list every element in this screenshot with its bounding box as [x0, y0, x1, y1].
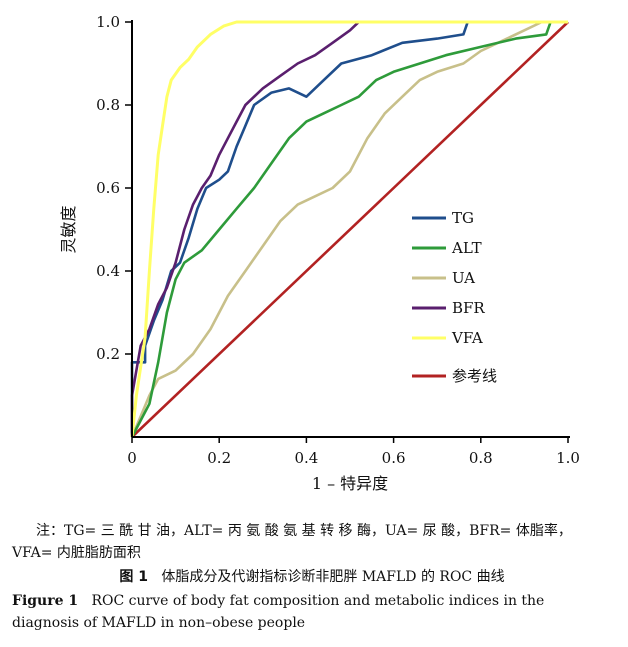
x-tick-label: 1.0: [556, 449, 580, 467]
x-tick-label: 0.4: [294, 449, 318, 467]
legend-label-参考线: 参考线: [452, 367, 497, 385]
legend-label-TG: TG: [452, 209, 474, 227]
roc-chart: 0.2 0.4 0.6 0.8 1.0 0 0.2 0.4 0.6 0.8 1.0 1 – 特异度 灵敏…: [59, 13, 580, 493]
y-tick-label: 0.8: [96, 96, 120, 114]
x-axis-title: 1 – 特异度: [312, 474, 388, 493]
series-line-参考线: [131, 21, 569, 438]
y-axis-title: 灵敏度: [59, 205, 78, 253]
series-line-BFR: [130, 20, 568, 437]
y-tick-label: 0.6: [96, 179, 120, 197]
series-line-UA: [130, 20, 568, 438]
figure-label-zh: 图 1: [119, 569, 149, 585]
figure-title-zh-text: 体脂成分及代谢指标诊断非肥胖 MAFLD 的 ROC 曲线: [161, 569, 505, 585]
axes: 0.2 0.4 0.6 0.8 1.0 0 0.2 0.4 0.6 0.8 1.0 1 – 特异度 灵敏…: [59, 13, 580, 493]
y-tick-label: 0.2: [96, 345, 120, 363]
x-tick-label: 0.2: [207, 449, 231, 467]
figure-label-en: Figure 1: [12, 593, 79, 609]
x-tick-label: 0.8: [469, 449, 493, 467]
legend: TG ALT UA BFR VFA 参考线: [412, 209, 497, 385]
legend-label-VFA: VFA: [451, 329, 483, 347]
y-tick-label: 1.0: [96, 13, 120, 31]
x-tick-label: 0: [127, 449, 137, 467]
legend-label-BFR: BFR: [452, 299, 485, 317]
series-line-TG: [130, 20, 568, 437]
plot-area: [130, 20, 569, 438]
legend-label-ALT: ALT: [451, 239, 482, 257]
series-line-ALT: [130, 20, 568, 438]
y-tick-label: 0.4: [96, 262, 120, 280]
figure-note: 注：TG= 三 酰 甘 油，ALT= 丙 氨 酸 氨 基 转 移 酶，UA= 尿…: [12, 523, 572, 561]
x-tick-label: 0.6: [382, 449, 406, 467]
series-line-VFA: [130, 20, 568, 438]
figure-title-zh: 图 1 体脂成分及代谢指标诊断非肥胖 MAFLD 的 ROC 曲线: [12, 566, 612, 588]
figure-title-en: Figure 1 ROC curve of body fat compositi…: [12, 590, 612, 634]
figure-title-en-text: ROC curve of body fat composition and me…: [12, 593, 545, 631]
legend-label-UA: UA: [452, 269, 475, 287]
